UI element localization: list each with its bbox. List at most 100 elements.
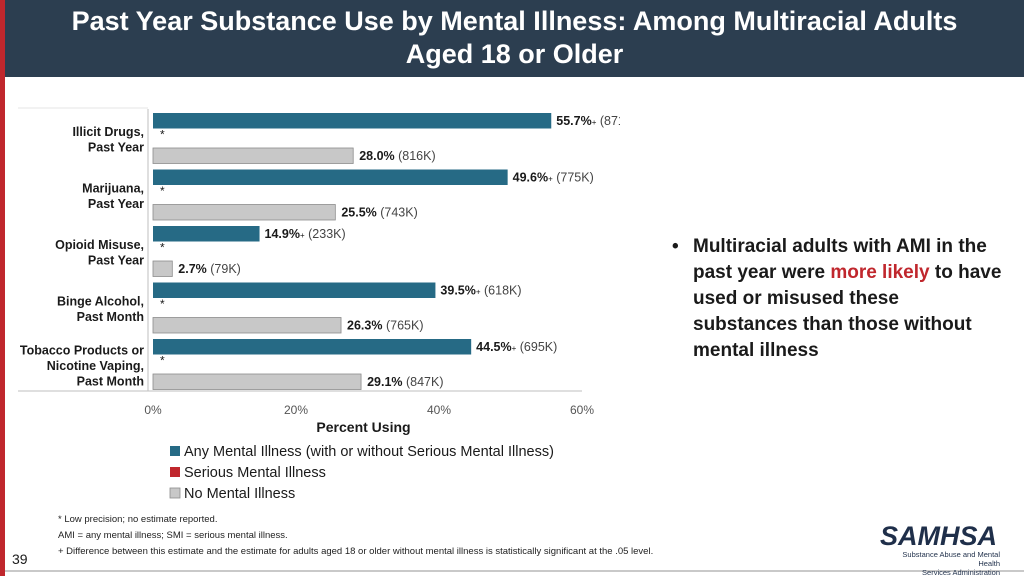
bar-no-mi bbox=[152, 373, 362, 390]
data-label-ami-value: 55.7% bbox=[556, 114, 591, 128]
category-label-line: Past Year bbox=[88, 197, 144, 211]
data-label-smi: * bbox=[160, 184, 165, 198]
data-label-ami: 44.5%+ (695K) bbox=[476, 340, 557, 354]
category-label: Marijuana, Past Year bbox=[82, 182, 144, 212]
bullet-icon: • bbox=[672, 236, 679, 257]
data-label-smi: * bbox=[160, 297, 165, 311]
data-label-no-mi-count: (816K) bbox=[395, 149, 436, 163]
footnotes: * Low precision; no estimate reported. A… bbox=[58, 512, 653, 560]
category-label: Binge Alcohol, Past Month bbox=[57, 295, 144, 325]
x-axis-title: Percent Using bbox=[316, 419, 410, 435]
data-label-no-mi: 25.5% (743K) bbox=[341, 206, 417, 220]
data-label-ami: 14.9%+ (233K) bbox=[265, 227, 346, 241]
key-finding-text-end: to have used or misused these substances… bbox=[693, 262, 1002, 361]
samhsa-logo-subtitle: Substance Abuse and Mental Health Servic… bbox=[880, 550, 1000, 577]
x-tick-label: 60% bbox=[570, 403, 594, 417]
data-label-no-mi: 28.0% (816K) bbox=[359, 149, 435, 163]
data-label-no-mi-value: 29.1% bbox=[367, 375, 402, 389]
footer-divider bbox=[5, 570, 1024, 572]
bar-no-mi bbox=[152, 204, 336, 221]
bar-no-mi bbox=[152, 317, 342, 334]
data-label-smi: * bbox=[160, 354, 165, 368]
data-label-no-mi: 26.3% (765K) bbox=[347, 319, 423, 333]
category-label-line: Opioid Misuse, bbox=[55, 238, 144, 252]
left-accent-stripe bbox=[0, 0, 5, 576]
samhsa-logo-subtitle-line: Services Administration bbox=[922, 568, 1000, 577]
legend-swatch bbox=[170, 446, 180, 456]
legend-swatch bbox=[170, 467, 180, 477]
footnote-abbreviations: AMI = any mental illness; SMI = serious … bbox=[58, 530, 288, 541]
data-label-no-mi-value: 2.7% bbox=[178, 262, 207, 276]
data-label-ami-value: 14.9% bbox=[265, 227, 300, 241]
legend-swatch bbox=[169, 487, 181, 499]
key-finding: • Multiracial adults with AMI in the pas… bbox=[672, 234, 1002, 364]
data-label-no-mi-count: (743K) bbox=[377, 206, 418, 220]
category-label-line: Binge Alcohol, bbox=[57, 295, 144, 309]
bar-ami bbox=[153, 169, 508, 185]
x-axis: 0% 20% 40% 60% Percent Using bbox=[144, 403, 594, 435]
bar-chart: 55.7%+ (871K)*28.0% (816K)Illicit Drugs,… bbox=[18, 107, 620, 502]
data-label-no-mi-value: 25.5% bbox=[341, 206, 376, 220]
key-finding-text: Multiracial adults with AMI in the past … bbox=[693, 234, 1002, 364]
samhsa-logo: SAMHSA Substance Abuse and Mental Health… bbox=[880, 522, 1000, 577]
data-label-no-mi-count: (79K) bbox=[207, 262, 241, 276]
bar-ami bbox=[153, 282, 436, 298]
footnote-significance: + Difference between this estimate and t… bbox=[58, 546, 654, 557]
x-tick-label: 20% bbox=[284, 403, 308, 417]
key-finding-text-start: Multiracial adults with AMI in the past … bbox=[693, 236, 987, 283]
data-label-ami: 49.6%+ (775K) bbox=[513, 171, 594, 185]
bar-no-mi bbox=[152, 260, 173, 277]
bar-ami bbox=[153, 113, 552, 129]
data-label-ami-count: (871K) bbox=[596, 114, 620, 128]
data-label-ami-count: (618K) bbox=[481, 284, 522, 298]
data-label-ami-significance: + bbox=[476, 288, 481, 297]
data-label-ami: 55.7%+ (871K) bbox=[556, 114, 620, 128]
plot-frame bbox=[18, 107, 582, 392]
data-label-no-mi-count: (765K) bbox=[382, 319, 423, 333]
data-label-smi: * bbox=[160, 241, 165, 255]
category-label: Illicit Drugs, Past Year bbox=[72, 125, 144, 155]
bar-no-mi bbox=[152, 147, 354, 164]
data-label-ami-value: 39.5% bbox=[440, 284, 475, 298]
data-label-no-mi-count: (847K) bbox=[403, 375, 444, 389]
category-label-line: Illicit Drugs, bbox=[72, 125, 144, 139]
category-label-line: Past Month bbox=[77, 310, 144, 324]
slide-title: Past Year Substance Use by Mental Illnes… bbox=[71, 6, 958, 69]
category-label-line: Nicotine Vaping, bbox=[47, 359, 144, 373]
data-label-ami-significance: + bbox=[592, 118, 597, 127]
category-label-line: Past Year bbox=[88, 141, 144, 155]
samhsa-logo-subtitle-line: Substance Abuse and Mental Health bbox=[902, 550, 1000, 568]
data-label-ami-count: (695K) bbox=[516, 340, 557, 354]
x-tick-label: 40% bbox=[427, 403, 451, 417]
data-label-ami-significance: + bbox=[300, 231, 305, 240]
data-label-ami-significance: + bbox=[512, 344, 517, 353]
title-bar: Past Year Substance Use by Mental Illnes… bbox=[5, 0, 1024, 77]
data-label-ami-significance: + bbox=[548, 175, 553, 184]
data-label-smi: * bbox=[160, 128, 165, 142]
legend-label: No Mental Illness bbox=[184, 486, 295, 502]
data-label-ami: 39.5%+ (618K) bbox=[440, 284, 521, 298]
legend-label: Serious Mental Illness bbox=[184, 465, 326, 481]
legend-label: Any Mental Illness (with or without Seri… bbox=[184, 444, 554, 460]
bar-ami bbox=[153, 226, 260, 242]
legend: Any Mental Illness (with or without Seri… bbox=[169, 444, 554, 502]
category-label: Opioid Misuse, Past Year bbox=[55, 238, 144, 268]
data-label-ami-count: (233K) bbox=[305, 227, 346, 241]
data-label-ami-value: 44.5% bbox=[476, 340, 511, 354]
category-label-line: Marijuana, bbox=[82, 182, 144, 196]
category-label: Tobacco Products or Nicotine Vaping, Past … bbox=[20, 343, 144, 388]
category-label-line: Past Month bbox=[77, 374, 144, 388]
data-label-ami-count: (775K) bbox=[553, 171, 594, 185]
page-number: 39 bbox=[12, 551, 28, 567]
data-label-no-mi-value: 26.3% bbox=[347, 319, 382, 333]
category-label-line: Tobacco Products or bbox=[20, 343, 144, 357]
data-label-no-mi: 29.1% (847K) bbox=[367, 375, 443, 389]
x-tick-label: 0% bbox=[144, 403, 162, 417]
labels-group: 55.7%+ (871K)*28.0% (816K)Illicit Drugs,… bbox=[20, 114, 620, 389]
data-label-no-mi-value: 28.0% bbox=[359, 149, 394, 163]
bar-ami bbox=[153, 339, 472, 355]
key-finding-highlight: more likely bbox=[830, 262, 930, 283]
data-label-ami-value: 49.6% bbox=[513, 171, 548, 185]
category-label-line: Past Year bbox=[88, 254, 144, 268]
footnote-low-precision: * Low precision; no estimate reported. bbox=[58, 514, 218, 525]
